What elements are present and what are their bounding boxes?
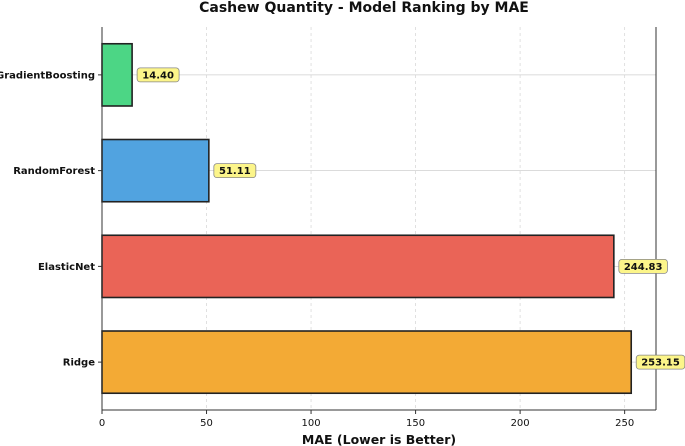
x-tick-label: 150 [406, 418, 425, 429]
value-label-box [213, 163, 257, 179]
category-labels: GradientBoosting RandomForest ElasticNet Ri… [0, 70, 95, 368]
bar-randomforest [101, 138, 210, 203]
x-axis-title: MAE (Lower is Better) [302, 432, 456, 446]
x-tick-label: 50 [200, 418, 213, 429]
bar-ridge [101, 330, 633, 395]
category-label: ElasticNet [38, 262, 95, 273]
x-tick-label: 100 [302, 418, 321, 429]
category-label: RandomForest [13, 166, 95, 177]
x-tick-label: 0 [99, 418, 105, 429]
value-labels: 14.40 51.11 244.83 253.15 [136, 67, 685, 370]
x-tick-label: 200 [511, 418, 530, 429]
x-axis: 0 50 100 150 200 250 [98, 27, 657, 429]
category-label: Ridge [63, 358, 95, 369]
bar-gradientboosting [101, 42, 133, 107]
value-label-box [618, 258, 668, 274]
x-tick-label: 250 [615, 418, 634, 429]
bars [101, 42, 633, 395]
value-label: 14.40 [142, 70, 174, 81]
value-label: 244.83 [624, 262, 663, 273]
value-label: 253.15 [641, 358, 680, 369]
bar-elasticnet [101, 234, 615, 299]
value-label-box [136, 67, 180, 83]
value-label: 51.11 [219, 166, 251, 177]
category-label: GradientBoosting [0, 70, 95, 81]
chart-title: Cashew Quantity - Model Ranking by MAE [199, 0, 529, 16]
